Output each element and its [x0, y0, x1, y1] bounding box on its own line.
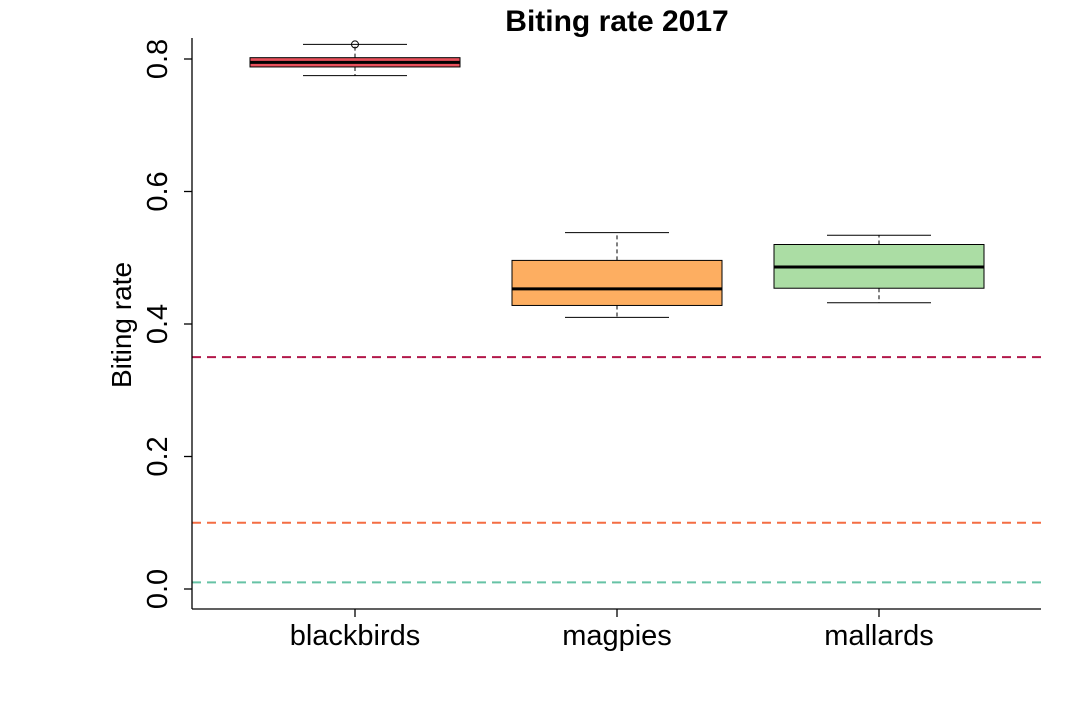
box-magpies — [511, 232, 723, 318]
y-tick-label: 0.8 — [142, 39, 174, 79]
y-tick-label: 0.4 — [142, 304, 174, 344]
y-axis-label: Biting rate — [106, 262, 137, 388]
box-body — [511, 259, 723, 306]
y-ticks: 0.0 0.2 0.4 0.6 0.8 — [142, 39, 192, 609]
chart-title: Biting rate 2017 — [505, 5, 728, 38]
reference-lines — [192, 356, 1041, 584]
box-blackbirds — [249, 40, 461, 77]
y-tick-label: 0.6 — [142, 171, 174, 211]
boxplot-boxes — [249, 40, 985, 318]
x-tick-label: magpies — [562, 620, 672, 652]
x-tick-label: mallards — [824, 620, 934, 652]
box-mallards — [773, 234, 985, 304]
x-tick-label: blackbirds — [290, 620, 421, 652]
y-tick-label: 0.2 — [142, 436, 174, 476]
y-tick-label: 0.0 — [142, 569, 174, 609]
outlier-point — [351, 40, 359, 49]
x-ticks: blackbirds magpies mallards — [290, 609, 934, 652]
